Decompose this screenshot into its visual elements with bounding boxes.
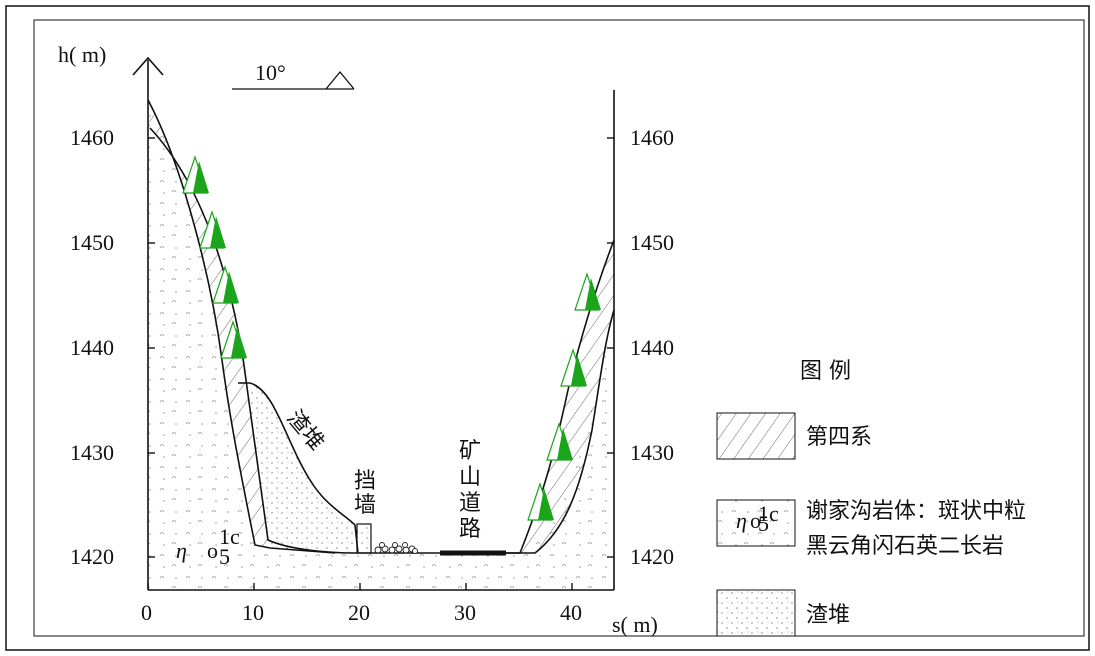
legend-swatch-slag: [716, 589, 796, 637]
legend-swatch-granite: [716, 499, 796, 547]
x-tick: 30: [454, 600, 476, 625]
svg-text:o: o: [207, 538, 218, 563]
legend-granite-symbol: η o 5 1c: [736, 501, 779, 536]
y-tick-left: 1440: [70, 335, 114, 360]
outer-frame: [5, 5, 1090, 651]
right-lower-profile: [505, 309, 615, 554]
inner-frame: [33, 19, 1085, 637]
legend-title: 图 例: [800, 359, 851, 384]
granite-body: [148, 100, 614, 588]
road-label-char: 路: [459, 517, 481, 542]
legend-label-quaternary: 第四系: [806, 425, 872, 450]
svg-text:η: η: [736, 508, 747, 533]
slag-pile-fill: [238, 380, 358, 553]
road-label-char: 矿: [459, 439, 481, 464]
y-tick-right: 1430: [630, 440, 674, 465]
svg-text:η: η: [176, 538, 187, 563]
tree-icons: [182, 155, 601, 521]
retaining-wall: [356, 523, 372, 554]
road-label-char: 山: [459, 465, 481, 490]
x-tick: 0: [141, 600, 152, 625]
slope-scale-bar: 10°: [232, 60, 355, 90]
y-tick-right: 1460: [630, 125, 674, 150]
svg-text:1c: 1c: [758, 501, 779, 526]
legend-swatch-quaternary: [716, 412, 796, 460]
legend-label-granite-line1: 谢家沟岩体：斑状中粒: [806, 499, 1026, 524]
tree-icon: [560, 348, 587, 387]
tick-marks: [147, 137, 614, 590]
y-axis-arrow: [132, 56, 164, 76]
wall-label-char: 墙: [354, 493, 376, 518]
quaternary-left: [148, 100, 270, 548]
slope-label: 10°: [255, 60, 286, 85]
tree-icon: [199, 210, 226, 249]
rubble: [374, 542, 418, 554]
tree-icon: [574, 272, 601, 311]
svg-text:5: 5: [219, 544, 230, 569]
tree-icon: [527, 482, 554, 521]
x-axis-label: s( m): [612, 612, 658, 637]
svg-text:o: o: [750, 508, 761, 533]
left-upper-profile: [147, 99, 336, 554]
tree-icon: [546, 422, 573, 461]
road-label-char: 道: [459, 491, 481, 516]
y-tick-left: 1420: [70, 544, 114, 569]
y-tick-right: 1450: [630, 230, 674, 255]
y-tick-right: 1440: [630, 335, 674, 360]
rock-symbol: η o 5 1c: [176, 524, 240, 569]
legend: 图 例 第四系 η o 5 1c 谢家沟岩体：斑状中粒 黑云角闪石英二长岩 渣堆: [716, 359, 1026, 637]
y-axis-label: h( m): [58, 42, 106, 67]
x-tick: 20: [348, 600, 370, 625]
y-tick-left: 1430: [70, 440, 114, 465]
legend-label-granite-line2: 黑云角闪石英二长岩: [806, 534, 1004, 559]
tree-icon: [182, 155, 209, 194]
left-lower-profile: [149, 127, 356, 554]
x-tick: 40: [560, 600, 582, 625]
slag-pile-outline: [238, 382, 359, 554]
tree-icon: [220, 320, 247, 359]
wall-label-char: 挡: [354, 469, 376, 494]
y-tick-left: 1460: [70, 125, 114, 150]
svg-text:5: 5: [758, 511, 769, 536]
y-tick-left: 1450: [70, 230, 114, 255]
legend-label-slag: 渣堆: [806, 603, 850, 628]
svg-text:1c: 1c: [219, 524, 240, 549]
x-tick: 10: [242, 600, 264, 625]
y-tick-right: 1420: [630, 544, 674, 569]
tree-icon: [212, 265, 239, 304]
